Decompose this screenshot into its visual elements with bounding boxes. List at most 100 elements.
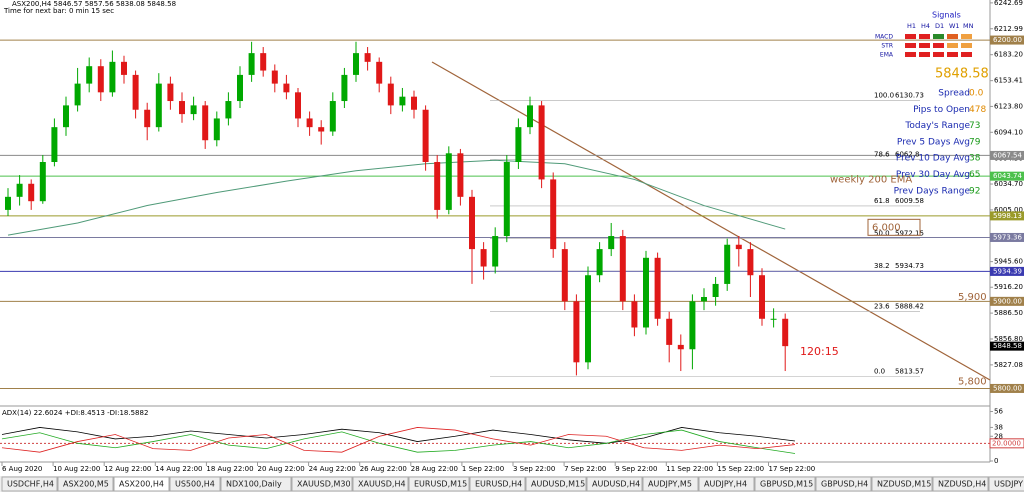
tab-label[interactable]: EURUSD,H4 [475, 480, 522, 489]
fib-price: 6009.58 [895, 197, 924, 205]
signal-cell [947, 52, 958, 57]
level-box [990, 35, 1024, 45]
candle-body [689, 301, 696, 350]
fib-ratio: 100.0 [874, 91, 894, 99]
tab[interactable] [815, 476, 872, 492]
fib-price: 5813.57 [895, 368, 924, 376]
tab[interactable] [408, 476, 470, 492]
tab[interactable] [586, 476, 643, 492]
tab-label[interactable]: AUDJPY,M5 [648, 480, 692, 489]
y-tick-label: 5856.80 [994, 335, 1023, 343]
tab[interactable] [754, 476, 816, 492]
tab[interactable] [988, 476, 1024, 492]
tab-label[interactable]: GBPUSD,M15 [760, 480, 813, 489]
tab[interactable] [113, 476, 170, 492]
candle-body [585, 275, 591, 363]
y-tick-label: 6094.10 [994, 128, 1023, 136]
adx-tick-label: 28 [994, 432, 1003, 440]
candle-body [492, 236, 499, 267]
level-label: 5998.13 [993, 212, 1022, 220]
stat-value: 38 [969, 154, 981, 164]
y-tick-label: 6034.70 [994, 180, 1023, 188]
tab-label[interactable]: ASX200,M5 [63, 480, 109, 489]
tab[interactable] [57, 476, 114, 492]
header-symbol: ASX200,H4 5846.57 5857.56 5838.08 5848.5… [12, 0, 176, 8]
tab-label[interactable]: XAUUSD,M30 [297, 480, 351, 489]
candle-body [16, 183, 23, 197]
y-tick-label: 6242.69 [994, 0, 1023, 7]
tab[interactable] [469, 476, 526, 492]
annotation: 6,000 [872, 222, 901, 233]
tab-label[interactable]: NZDUSD,H4 [938, 480, 986, 489]
tab-label[interactable]: GBPUSD,H4 [821, 480, 868, 489]
tab[interactable] [1, 476, 58, 492]
candle-body [144, 109, 151, 128]
candle-body [561, 249, 568, 302]
tab-label[interactable]: XAUUSD,H4 [358, 480, 406, 489]
candle-body [167, 83, 174, 102]
x-tick-label: 20 Aug 22:00 [258, 465, 305, 473]
annotation-box [867, 218, 921, 236]
x-tick-label: 26 Aug 22:00 [360, 465, 407, 473]
signal-cell [933, 52, 944, 57]
adx-title: ADX(14) 22.6024 +DI:8.4513 -DI:18.5882 [2, 409, 148, 417]
candle-body [759, 275, 765, 319]
candle-body [306, 118, 313, 128]
tab-label[interactable]: EURUSD,M15 [414, 480, 467, 489]
candle-body [573, 301, 580, 363]
candle-body [480, 249, 487, 267]
candle-body [445, 153, 452, 210]
y-tick-label: 6123.80 [994, 102, 1023, 110]
tab[interactable] [642, 476, 699, 492]
candle-body [538, 105, 545, 180]
tab-label[interactable]: USDCHF,H4 [7, 480, 54, 489]
level-label: 5800.00 [993, 384, 1022, 392]
signal-timeframe: H4 [921, 22, 930, 30]
tab[interactable] [291, 476, 353, 492]
adx-line [1, 429, 796, 454]
tab-label[interactable]: AUDJPY,H4 [704, 480, 747, 489]
candle-body [353, 53, 359, 75]
candle-body [271, 70, 278, 84]
candle-body [109, 61, 116, 93]
stat-value: 92 [969, 186, 980, 196]
candle-body [28, 183, 35, 202]
signal-timeframe: MN [963, 22, 974, 30]
tab-label[interactable]: USDJPY [994, 480, 1023, 489]
signal-row-label: MACD [875, 34, 893, 41]
tab[interactable] [525, 476, 587, 492]
candle-body [283, 83, 290, 93]
annotation: weekly 200 EMA [830, 174, 912, 185]
y-tick-label: 6212.99 [994, 25, 1023, 33]
tab-label[interactable]: NDX100,Daily [226, 480, 282, 489]
tab-label[interactable]: ASX200,H4 [119, 480, 164, 489]
adx-tick-label: 0 [994, 457, 998, 465]
tab-label[interactable]: US500,H4 [175, 480, 215, 489]
adx-line [1, 427, 796, 444]
level-box [990, 232, 1024, 242]
x-tick-label: 3 Sep 22:00 [513, 465, 555, 473]
candle-body [121, 61, 127, 75]
x-tick-label: 24 Aug 22:00 [309, 465, 356, 473]
fib-ratio: 0.0 [874, 368, 885, 376]
stat-label: Pips to Open [913, 105, 970, 115]
tab[interactable] [169, 476, 221, 492]
candle-body [74, 83, 81, 106]
tab[interactable] [698, 476, 755, 492]
tab[interactable] [220, 476, 292, 492]
tab[interactable] [352, 476, 409, 492]
candle-body [515, 127, 522, 162]
candle-body [608, 236, 615, 250]
stat-value: 65 [969, 170, 980, 180]
tab-label[interactable]: AUDUSD,M15 [531, 480, 585, 489]
candle-body [550, 179, 557, 250]
x-tick-label: 7 Sep 22:00 [564, 465, 606, 473]
candle-body [735, 244, 742, 250]
tab[interactable] [871, 476, 933, 492]
stat-label: Prev 30 Day Avg [896, 170, 970, 180]
tab-label[interactable]: NZDUSD,M15 [877, 480, 931, 489]
tab-label[interactable]: AUDUSD,H4 [592, 480, 640, 489]
tab[interactable] [932, 476, 989, 492]
